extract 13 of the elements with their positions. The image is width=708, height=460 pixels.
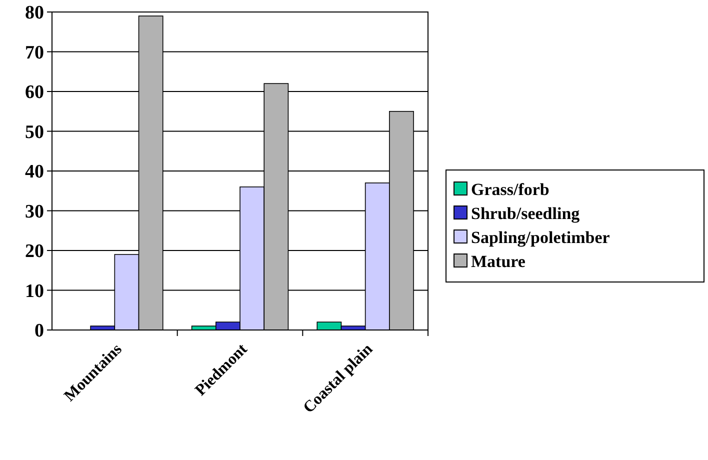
y-tick-label: 0 xyxy=(34,320,44,342)
legend-label: Mature xyxy=(471,252,526,271)
y-tick-label: 80 xyxy=(25,2,44,24)
y-tick-label: 10 xyxy=(25,280,44,302)
y-tick-label: 30 xyxy=(25,201,44,222)
y-tick-label: 20 xyxy=(25,241,44,262)
legend-label: Sapling/poletimber xyxy=(471,228,610,247)
y-tick-label: 60 xyxy=(25,82,44,104)
y-tick-label: 50 xyxy=(25,122,44,143)
y-tick-label: 70 xyxy=(25,42,44,64)
legend-label: Shrub/seedling xyxy=(471,204,580,223)
y-tick-label: 40 xyxy=(25,162,44,183)
legend-label: Grass/forb xyxy=(471,180,550,199)
